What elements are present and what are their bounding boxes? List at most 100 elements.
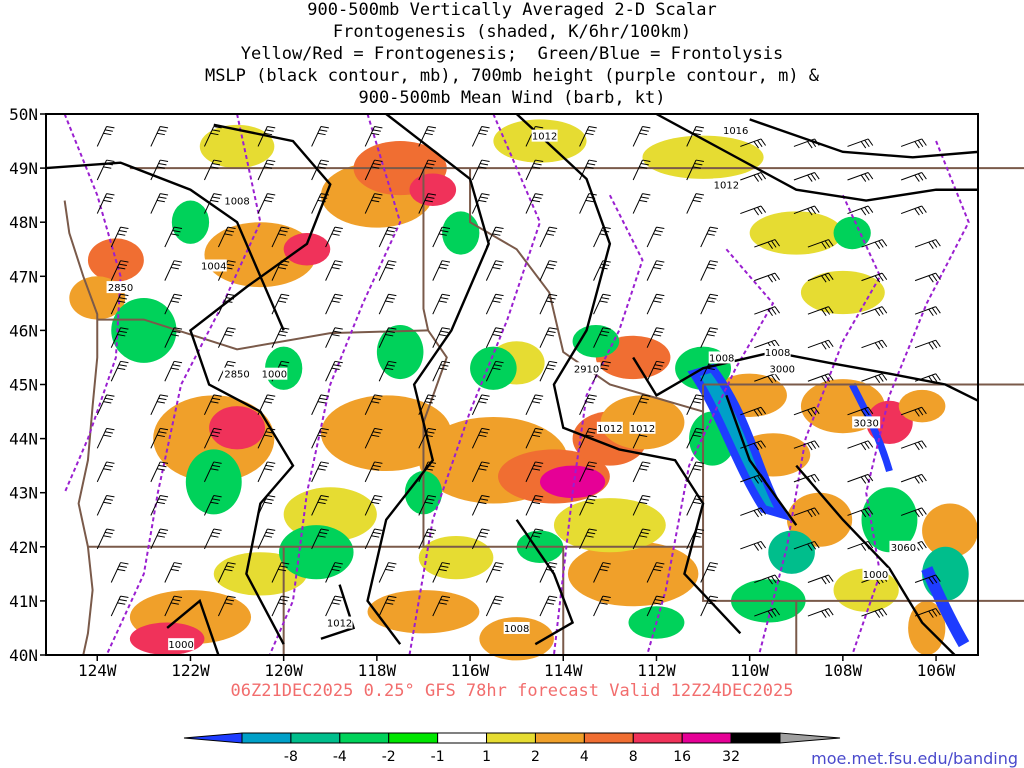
wind-barb [646, 293, 665, 315]
wind-barb [740, 138, 767, 149]
colorbar-box [437, 732, 488, 744]
wind-barb [632, 461, 651, 483]
frontogenesis-patch [479, 617, 554, 661]
wind-barb [914, 608, 941, 618]
id-border-west [422, 168, 448, 547]
wind-barb [217, 293, 236, 315]
wind-barb [700, 226, 718, 248]
wind-barb [686, 461, 705, 483]
wind-barb [632, 193, 651, 214]
wind-barb [861, 272, 888, 283]
wind-barb [378, 327, 397, 348]
lat-axis: 50N 49N 48N 47N 46N 45N 44N 43N 42N 41N 40N [9, 105, 46, 665]
wind-barb [257, 159, 276, 181]
wind-barb [378, 562, 397, 583]
colorbar-tick-label: 4 [580, 749, 589, 765]
mslp-contour [749, 118, 979, 159]
frontolysis-band [687, 363, 792, 522]
wind-barb [164, 327, 183, 348]
wind-barb [110, 360, 129, 382]
wind-barb [257, 126, 276, 147]
colorbar: -8 -4 -2 -1 1 2 4 8 16 32 [183, 732, 841, 765]
height-contour [63, 113, 122, 494]
height-label: 2910 [574, 364, 599, 375]
wind-barb [900, 473, 927, 484]
wind-barb [700, 327, 718, 348]
wind-barb [807, 339, 834, 350]
wind-barb [525, 193, 544, 214]
wind-barb [740, 406, 767, 417]
colorbar-tick-label: -4 [333, 749, 347, 765]
lat-tick-label: 46N [9, 321, 38, 340]
wind-barb [432, 260, 451, 281]
wind-barb [807, 239, 834, 249]
wind-barb [686, 126, 705, 147]
wind-barb [579, 461, 597, 483]
wind-barb [700, 260, 718, 281]
wind-barb [418, 461, 437, 483]
wind-barb [861, 306, 888, 317]
wind-barb [164, 360, 183, 382]
wind-barb [525, 394, 544, 416]
wind-barb [203, 159, 222, 181]
wind-barb [579, 126, 597, 147]
wind-barb [325, 293, 343, 315]
height-label: 3030 [853, 418, 878, 429]
wind-barb [164, 562, 183, 583]
wind-barb [593, 595, 611, 617]
lon-tick-label: 124W [78, 661, 117, 680]
wind-barb [364, 126, 383, 147]
wind-barb [150, 528, 169, 550]
wind-barb [793, 440, 820, 451]
mslp-label: 1012 [532, 132, 557, 143]
wind-barb [914, 306, 941, 317]
colorbar-box [388, 732, 439, 744]
frontogenesis-patch [922, 503, 978, 558]
wind-barb [525, 494, 544, 516]
wind-barb [646, 360, 665, 382]
mslp-contour [320, 584, 356, 640]
wind-barb [471, 461, 490, 483]
height-contour [408, 113, 542, 656]
frontolysis-patch [861, 487, 918, 553]
wind-barb [150, 461, 169, 483]
wind-barb [432, 226, 451, 248]
credit-link[interactable]: moe.met.fsu.edu/banding [811, 749, 1018, 768]
wind-barb [203, 126, 222, 147]
wind-barb [96, 494, 115, 516]
wind-barb [471, 394, 490, 416]
wind-barb [914, 373, 941, 384]
wind-barb [378, 595, 397, 617]
wind-barb [900, 205, 927, 216]
lat-tick-label: 44N [9, 430, 38, 449]
borders-layer [63, 167, 1024, 656]
lon-tick-label: 116W [451, 661, 490, 680]
title-line-1: 900-500mb Vertically Averaged 2-D Scalar [307, 0, 717, 20]
wind-barb [740, 540, 767, 551]
wind-barb [471, 126, 490, 147]
wind-barb [471, 494, 490, 516]
lat-tick-label: 45N [9, 376, 38, 395]
wind-barb [754, 272, 780, 283]
wind-barb [593, 293, 611, 315]
frontogenesis-patch [800, 270, 885, 315]
wind-barb [686, 528, 705, 550]
mslp-label: 1016 [723, 126, 748, 137]
wind-barb [847, 540, 874, 551]
wind-barb [632, 159, 651, 181]
wind-barb [164, 293, 183, 315]
wind-barb [96, 461, 115, 483]
colorbar-low-arrow [183, 732, 243, 744]
wind-barb [311, 394, 329, 416]
wind-barb [471, 159, 490, 181]
mslp-label: 1012 [327, 619, 352, 630]
wind-barb [364, 427, 383, 449]
colorbar-tick-label: 32 [722, 749, 740, 765]
coastline [63, 200, 99, 656]
wind-barb [378, 293, 397, 315]
wind-barb [271, 226, 290, 248]
height-label: 2850 [108, 283, 133, 294]
wind-barb [164, 595, 183, 617]
wind-barb [432, 562, 451, 583]
mslp-contour [795, 464, 956, 656]
